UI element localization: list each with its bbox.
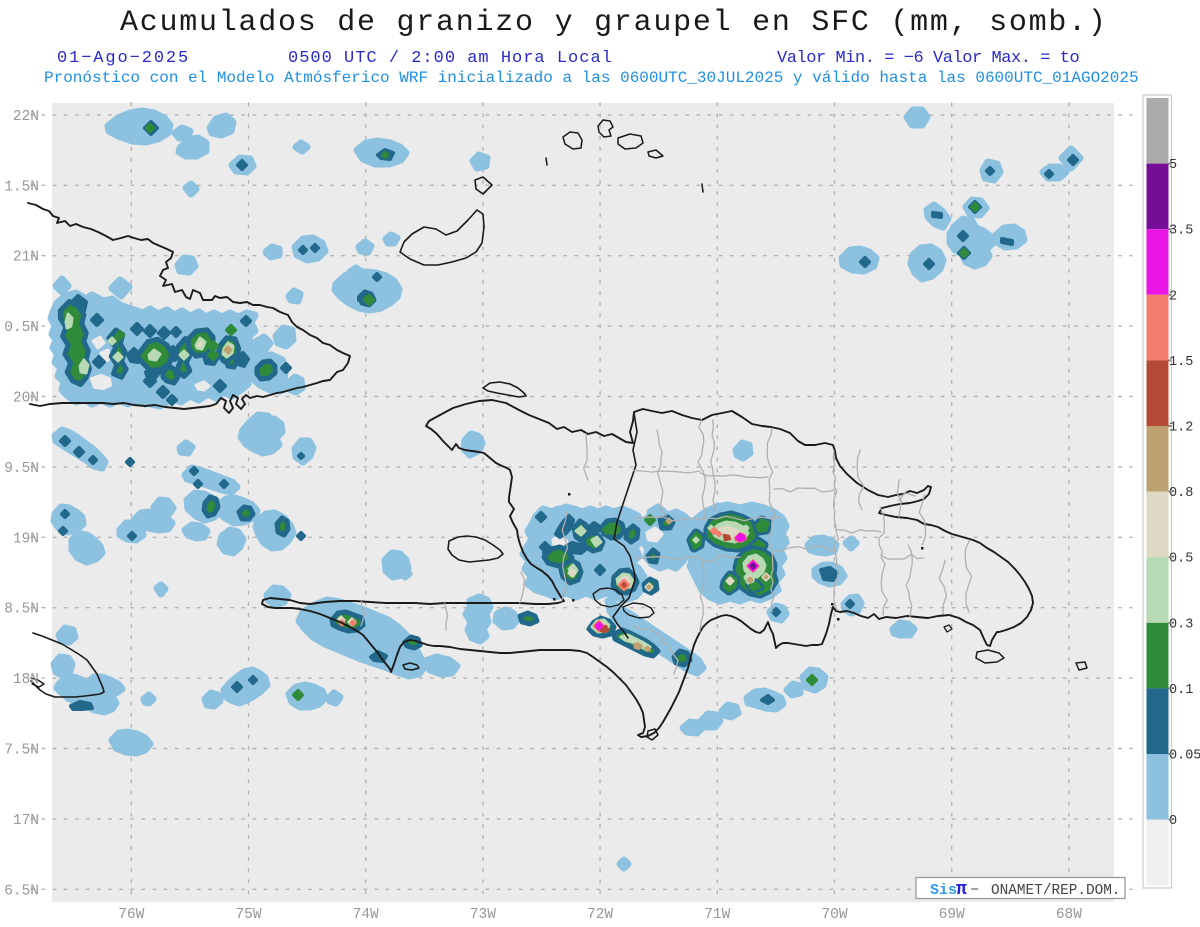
svg-text:01−Ago−2025: 01−Ago−2025 xyxy=(57,49,190,68)
svg-text:ONAMET/REP.DOM.: ONAMET/REP.DOM. xyxy=(991,883,1121,899)
svg-text:7.5N: 7.5N xyxy=(4,743,39,759)
svg-text:Valor Min. = −6 Valor Max. =: Valor Min. = −6 Valor Max. = to xyxy=(777,49,1080,68)
svg-text:18N: 18N xyxy=(13,672,39,688)
svg-text:Pronóstico con el Modelo Atmós: Pronóstico con el Modelo Atmósferico WRF… xyxy=(44,69,1139,87)
svg-text:21N: 21N xyxy=(13,250,39,266)
svg-text:75W: 75W xyxy=(235,907,261,923)
svg-text:2: 2 xyxy=(1169,289,1177,304)
svg-text:Sis: Sis xyxy=(930,882,957,899)
svg-text:73W: 73W xyxy=(470,907,496,923)
svg-text:19N: 19N xyxy=(13,531,39,547)
svg-text:68W: 68W xyxy=(1056,907,1082,923)
svg-text:0.8: 0.8 xyxy=(1169,486,1193,501)
svg-text:8.5N: 8.5N xyxy=(4,602,39,618)
svg-text:0.5N: 0.5N xyxy=(4,320,39,336)
svg-text:9.5N: 9.5N xyxy=(4,461,39,477)
svg-text:1.5: 1.5 xyxy=(1169,355,1193,370)
svg-text:6.5N: 6.5N xyxy=(4,883,39,899)
svg-text:0.3: 0.3 xyxy=(1169,617,1193,632)
svg-text:3.5: 3.5 xyxy=(1169,224,1193,239)
svg-text:69W: 69W xyxy=(939,907,965,923)
svg-text:71W: 71W xyxy=(704,907,730,923)
svg-text:70W: 70W xyxy=(821,907,847,923)
svg-text:0500 UTC / 2:00 am Hora Local: 0500 UTC / 2:00 am Hora Local xyxy=(288,49,613,68)
svg-text:76W: 76W xyxy=(118,907,144,923)
svg-text:1.2: 1.2 xyxy=(1169,421,1193,436)
svg-text:74W: 74W xyxy=(353,907,379,923)
svg-text:Acumulados de granizo y graupe: Acumulados de granizo y graupel en SFC (… xyxy=(120,6,1108,40)
svg-text:0.1: 0.1 xyxy=(1169,683,1193,698)
svg-text:0.05: 0.05 xyxy=(1169,749,1200,764)
svg-text:72W: 72W xyxy=(587,907,613,923)
svg-text:0: 0 xyxy=(1169,814,1177,829)
svg-text:0.5: 0.5 xyxy=(1169,552,1193,567)
svg-text:5: 5 xyxy=(1169,158,1177,173)
svg-text:22N: 22N xyxy=(13,109,39,125)
svg-text:1.5N: 1.5N xyxy=(4,179,39,195)
svg-text:π: π xyxy=(956,880,967,900)
svg-text:−: − xyxy=(970,882,979,899)
svg-text:20N: 20N xyxy=(13,391,39,407)
svg-text:17N: 17N xyxy=(13,813,39,829)
